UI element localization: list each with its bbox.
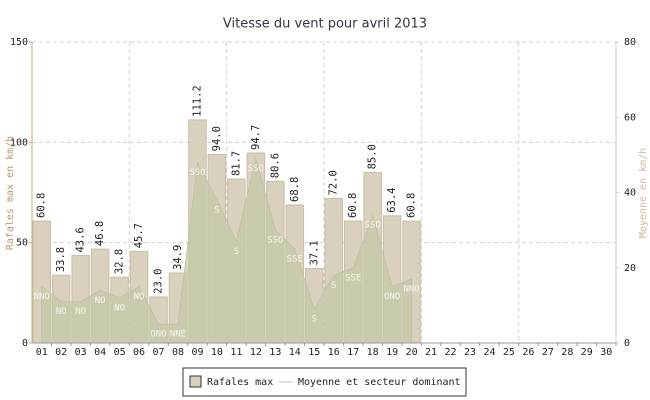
legend-box <box>182 367 467 397</box>
direction-label: SSE <box>345 273 361 283</box>
x-tick-label: 19 <box>386 347 398 358</box>
x-tick-label: 10 <box>211 347 223 358</box>
y2-axis-label: Moyenne en km/h <box>638 148 649 238</box>
value-label: 46.8 <box>94 221 106 246</box>
value-label: 63.4 <box>386 187 398 212</box>
x-tick-label: 05 <box>114 347 126 358</box>
x-tick-label: 16 <box>328 347 340 358</box>
direction-label: NNO <box>34 292 50 302</box>
x-tick-label: 25 <box>503 347 515 358</box>
y2-tick-label: 60 <box>624 112 636 123</box>
value-label: 81.7 <box>230 151 242 176</box>
value-label: 60.8 <box>36 193 48 218</box>
x-tick-label: 27 <box>542 347 554 358</box>
value-label: 94.0 <box>211 126 223 151</box>
direction-label: SSO <box>365 221 381 231</box>
value-label: 80.6 <box>269 153 281 178</box>
value-label: 37.1 <box>308 240 320 265</box>
direction-label: NO <box>114 303 125 313</box>
x-tick-label: 04 <box>94 347 106 358</box>
x-tick-label: 20 <box>406 347 418 358</box>
direction-label: NO <box>134 292 145 302</box>
x-tick-label: 01 <box>36 347 48 358</box>
x-tick-label: 03 <box>75 347 87 358</box>
x-tick-label: 12 <box>250 347 262 358</box>
y2-tick-label: 0 <box>624 338 630 349</box>
x-tick-label: 18 <box>367 347 379 358</box>
direction-label: ONO <box>150 330 166 340</box>
x-tick-label: 02 <box>55 347 67 358</box>
value-label: 45.7 <box>133 223 145 248</box>
x-tick-label: 15 <box>308 347 320 358</box>
direction-label: S <box>331 281 336 291</box>
value-label: 43.6 <box>75 227 87 252</box>
direction-label: S <box>214 206 219 216</box>
value-label: 34.9 <box>172 245 184 270</box>
value-label: 60.8 <box>347 193 359 218</box>
x-tick-label: 21 <box>425 347 437 358</box>
y-tick-label: 0 <box>22 338 28 349</box>
x-tick-label: 14 <box>289 347 301 358</box>
value-label: 85.0 <box>367 144 379 169</box>
direction-label: S <box>234 247 239 257</box>
x-tick-label: 22 <box>445 347 457 358</box>
value-label: 72.0 <box>328 170 340 195</box>
y2-tick-label: 20 <box>624 263 636 274</box>
y2-tick-label: 40 <box>624 188 636 199</box>
y-tick-label: 50 <box>16 238 28 249</box>
direction-label: SSO <box>248 164 264 174</box>
value-label: 111.2 <box>191 85 203 117</box>
direction-label: S <box>312 315 317 325</box>
direction-label: SSO <box>267 236 283 246</box>
direction-label: NO <box>75 307 86 317</box>
area <box>41 158 412 344</box>
direction-label: ONO <box>384 292 400 302</box>
x-tick-label: 24 <box>483 347 495 358</box>
x-tick-label: 17 <box>347 347 359 358</box>
direction-label: SSO <box>189 168 205 178</box>
direction-label: SSE <box>287 254 303 264</box>
value-label: 33.8 <box>55 247 67 272</box>
x-tick-label: 07 <box>153 347 165 358</box>
value-label: 23.0 <box>153 269 165 294</box>
y-axis-label: Rafales max en km/h <box>5 136 16 250</box>
x-tick-label: 06 <box>133 347 145 358</box>
value-label: 32.8 <box>114 249 126 274</box>
x-tick-label: 30 <box>600 347 612 358</box>
direction-label: NO <box>56 307 67 317</box>
x-tick-label: 13 <box>269 347 281 358</box>
direction-label: NO <box>95 296 106 306</box>
direction-label: NNO <box>403 285 419 295</box>
x-tick-label: 09 <box>191 347 203 358</box>
chart-title: Vitesse du vent pour avril 2013 <box>223 17 427 32</box>
y-tick-label: 150 <box>10 37 28 48</box>
value-label: 60.8 <box>406 193 418 218</box>
x-tick-label: 29 <box>581 347 593 358</box>
x-tick-label: 26 <box>522 347 534 358</box>
x-tick-label: 23 <box>464 347 476 358</box>
legend-label: Rafales max <box>207 377 273 388</box>
legend-swatch <box>189 375 202 388</box>
x-tick-label: 28 <box>561 347 573 358</box>
value-label: 94.7 <box>250 125 262 150</box>
direction-label: NNE <box>170 330 186 340</box>
y-tick-label: 100 <box>10 137 28 148</box>
legend-label: Moyenne et secteur dominant <box>298 377 461 388</box>
value-label: 68.8 <box>289 177 301 202</box>
y2-tick-label: 80 <box>624 37 636 48</box>
x-tick-label: 11 <box>230 347 242 358</box>
x-tick-label: 08 <box>172 347 184 358</box>
